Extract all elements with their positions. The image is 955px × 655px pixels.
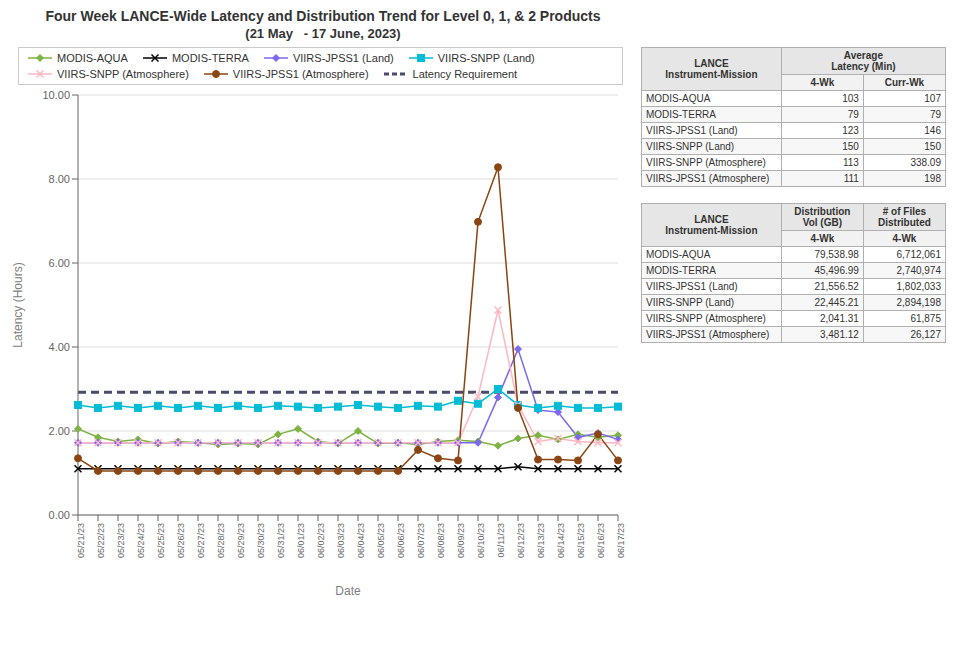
html-text:79,538.98: 79,538.98 [814,249,859,260]
html-text:61,875: 61,875 [910,313,941,324]
html-text:150: 150 [842,141,859,152]
svg-text:6.00: 6.00 [49,257,70,269]
html-text:VIIRS-SNPP (Atmosphere): VIIRS-SNPP (Atmosphere) [646,157,766,168]
html-text:4-Wk: 4-Wk [892,233,917,244]
html-text:Four Week LANCE-Wide Latency a: Four Week LANCE-Wide Latency and Distrib… [45,8,601,24]
svg-text:2.00: 2.00 [49,425,70,437]
html-text:4-Wk: 4-Wk [810,233,835,244]
html-text:123: 123 [842,125,859,136]
html-text:MODIS-TERRA: MODIS-TERRA [646,109,716,120]
html-text:150: 150 [924,141,941,152]
html-text:(21 May - 17 June, 2023): (21 May - 17 June, 2023) [245,26,401,41]
svg-text:8.00: 8.00 [49,173,70,185]
html-text:MODIS-TERRA: MODIS-TERRA [171,52,249,64]
html-text:MODIS-TERRA: MODIS-TERRA [646,265,716,276]
svg-text:05/27/23: 05/27/23 [196,523,206,558]
html-text:21,556.52: 21,556.52 [814,281,859,292]
svg-text:05/29/23: 05/29/23 [236,523,246,558]
svg-text:06/11/23: 06/11/23 [496,523,506,557]
html-text:VIIRS-JPSS1 (Atmosphere): VIIRS-JPSS1 (Atmosphere) [232,68,369,80]
html-text:79: 79 [929,109,941,120]
html-text:107: 107 [924,93,941,104]
html-text:VIIRS-SNPP (Atmosphere): VIIRS-SNPP (Atmosphere) [646,313,766,324]
html-text:MODIS-AQUA: MODIS-AQUA [646,249,711,260]
html-text:VIIRS-JPSS1 (Land): VIIRS-JPSS1 (Land) [292,52,394,64]
svg-text:05/28/23: 05/28/23 [216,523,226,558]
html-text:LANCE Instrument-Mission: LANCE Instrument-Mission [665,214,758,236]
html-text:26,127: 26,127 [910,329,941,340]
html-text:45,496.99: 45,496.99 [814,265,859,276]
svg-text:05/25/23: 05/25/23 [156,523,166,558]
html-text:198: 198 [924,173,941,184]
svg-text:05/30/23: 05/30/23 [256,523,266,558]
html-text:111: 111 [843,173,859,184]
html-text:Curr-Wk: Curr-Wk [884,77,925,88]
html-text:113: 113 [843,157,859,168]
svg-text:05/31/23: 05/31/23 [276,523,286,558]
html-text:VIIRS-SNPP (Atmosphere): VIIRS-SNPP (Atmosphere) [57,68,189,80]
html-text:Latency Requirement: Latency Requirement [412,68,518,80]
svg-text:05/24/23: 05/24/23 [136,523,146,558]
html-text:146: 146 [924,125,941,136]
svg-text:06/14/23: 06/14/23 [556,523,566,558]
html-text:338.09: 338.09 [910,157,941,168]
svg-text:05/21/23: 05/21/23 [76,523,86,558]
svg-text:4.00: 4.00 [49,341,70,353]
html-text:VIIRS-SNPP (Land): VIIRS-SNPP (Land) [646,141,735,152]
html-text:MODIS-AQUA: MODIS-AQUA [646,93,711,104]
html-text:VIIRS-JPSS1 (Atmosphere): VIIRS-JPSS1 (Atmosphere) [646,329,770,340]
html-text:2,041.31: 2,041.31 [820,313,859,324]
svg-text:06/07/23: 06/07/23 [416,523,426,558]
svg-text:05/23/23: 05/23/23 [116,523,126,558]
html-text:6,712,061: 6,712,061 [896,249,941,260]
svg-text:0.00: 0.00 [49,509,70,521]
html-text:Average Latency (Min): Average Latency (Min) [831,50,896,72]
html-text:VIIRS-JPSS1 (Land): VIIRS-JPSS1 (Land) [646,281,738,292]
svg-text:06/06/23: 06/06/23 [396,523,406,558]
html-text:2,740,974: 2,740,974 [896,265,941,276]
svg-text:06/01/23: 06/01/23 [296,523,306,558]
html-text:2,894,198: 2,894,198 [896,297,941,308]
svg-text:Date: Date [335,584,361,598]
svg-text:06/04/23: 06/04/23 [356,523,366,558]
html-text:LANCE Instrument-Mission: LANCE Instrument-Mission [665,58,758,80]
svg-text:06/03/23: 06/03/23 [336,523,346,558]
svg-text:06/13/23: 06/13/23 [536,523,546,558]
html-text:4-Wk: 4-Wk [810,77,835,88]
html-text:# of Files Distributed: # of Files Distributed [878,206,931,228]
html-text:VIIRS-JPSS1 (Land): VIIRS-JPSS1 (Land) [646,125,738,136]
svg-text:06/12/23: 06/12/23 [516,523,526,558]
svg-text:06/16/23: 06/16/23 [596,523,606,558]
svg-text:Latency (Hours): Latency (Hours) [11,262,25,347]
svg-text:06/15/23: 06/15/23 [576,523,586,558]
svg-text:06/09/23: 06/09/23 [456,523,466,558]
svg-text:10.00: 10.00 [42,89,70,101]
html-text:Distribution Vol (GB): Distribution Vol (GB) [794,206,851,228]
html-text:1,802,033: 1,802,033 [896,281,941,292]
html-text:VIIRS-SNPP (Land): VIIRS-SNPP (Land) [437,52,535,64]
html-text:22,445.21: 22,445.21 [814,297,859,308]
svg-text:05/22/23: 05/22/23 [96,523,106,558]
html-text:103: 103 [842,93,859,104]
svg-text:06/08/23: 06/08/23 [436,523,446,558]
svg-text:06/02/23: 06/02/23 [316,523,326,558]
html-text:VIIRS-JPSS1 (Atmosphere): VIIRS-JPSS1 (Atmosphere) [646,173,770,184]
svg-text:05/26/23: 05/26/23 [176,523,186,558]
svg-text:06/17/23: 06/17/23 [616,523,626,558]
html-text:MODIS-AQUA: MODIS-AQUA [57,52,128,64]
html-text:3,481.12: 3,481.12 [820,329,859,340]
svg-text:06/05/23: 06/05/23 [376,523,386,558]
html-text:79: 79 [847,109,859,120]
html-text:VIIRS-SNPP (Land): VIIRS-SNPP (Land) [646,297,735,308]
svg-text:06/10/23: 06/10/23 [476,523,486,558]
